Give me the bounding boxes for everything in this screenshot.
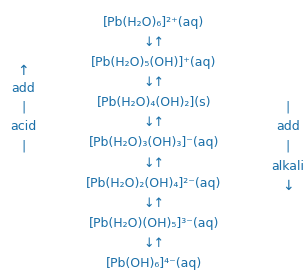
Text: [Pb(H₂O)₄(OH)₂](s): [Pb(H₂O)₄(OH)₂](s): [97, 96, 211, 109]
Text: acid: acid: [10, 120, 36, 133]
Text: |: |: [286, 139, 290, 153]
Text: ↓↑: ↓↑: [144, 116, 164, 129]
Text: ↑: ↑: [17, 64, 29, 78]
Text: [Pb(H₂O)₃(OH)₃]⁻(aq): [Pb(H₂O)₃(OH)₃]⁻(aq): [89, 136, 219, 149]
Text: |: |: [21, 101, 25, 114]
Text: [Pb(H₂O)₆]²⁺(aq): [Pb(H₂O)₆]²⁺(aq): [103, 16, 205, 29]
Text: ↓↑: ↓↑: [144, 237, 164, 250]
Text: ↓: ↓: [282, 179, 294, 193]
Text: add: add: [11, 82, 35, 95]
Text: ↓↑: ↓↑: [144, 36, 164, 49]
Text: ↓↑: ↓↑: [144, 76, 164, 89]
Text: ↓↑: ↓↑: [144, 197, 164, 210]
Text: [Pb(H₂O)(OH)₅]³⁻(aq): [Pb(H₂O)(OH)₅]³⁻(aq): [89, 217, 219, 230]
Text: alkali: alkali: [271, 160, 305, 173]
Text: |: |: [21, 139, 25, 153]
Text: [Pb(OH)₆]⁴⁻(aq): [Pb(OH)₆]⁴⁻(aq): [106, 257, 202, 270]
Text: [Pb(H₂O)₅(OH)]⁺(aq): [Pb(H₂O)₅(OH)]⁺(aq): [91, 56, 217, 69]
Text: add: add: [276, 120, 300, 133]
Text: ↓↑: ↓↑: [144, 157, 164, 169]
Text: [Pb(H₂O)₂(OH)₄]²⁻(aq): [Pb(H₂O)₂(OH)₄]²⁻(aq): [86, 177, 222, 190]
Text: |: |: [286, 101, 290, 114]
